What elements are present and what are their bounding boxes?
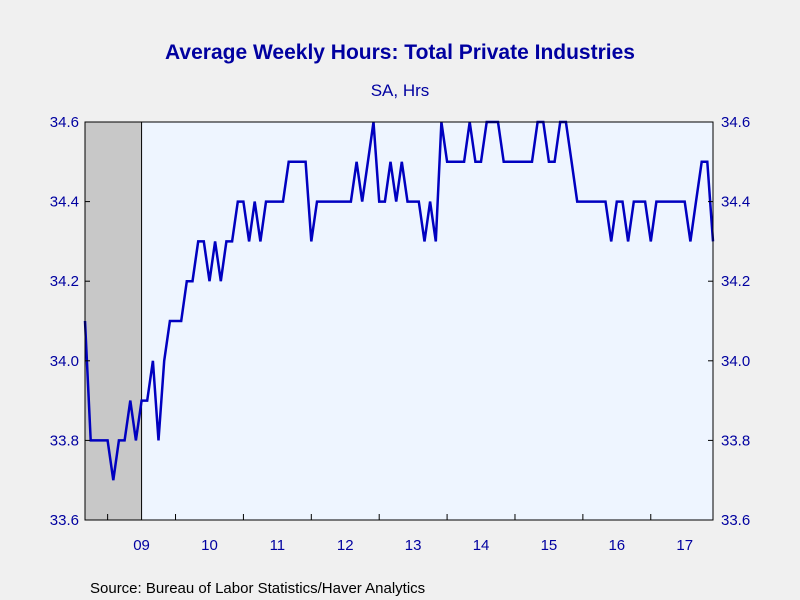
y-tick-label-right: 34.4 xyxy=(721,194,750,211)
y-tick-label-left: 33.6 xyxy=(50,512,79,529)
chart-title: Average Weekly Hours: Total Private Indu… xyxy=(165,41,635,64)
y-tick-label-right: 34.0 xyxy=(721,353,750,370)
series-layer xyxy=(83,120,715,481)
y-tick-label-left: 34.4 xyxy=(50,194,79,211)
recession-shading-layer xyxy=(85,122,143,520)
series-line-0 xyxy=(83,120,715,481)
x-tick-label: 11 xyxy=(270,537,286,554)
y-axis-right: 33.6 33.8 34.0 34.2 34.4 34.6 xyxy=(708,114,750,529)
x-tick-label: 15 xyxy=(541,537,558,554)
source-note: Source: Bureau of Labor Statistics/Haver… xyxy=(90,580,425,597)
x-tick-label: 09 xyxy=(133,537,150,554)
x-axis: 09 10 11 12 13 14 15 16 17 xyxy=(107,514,693,554)
plot-frame xyxy=(84,121,714,521)
x-tick-label: 17 xyxy=(676,537,693,554)
x-tick-label: 13 xyxy=(405,537,422,554)
y-tick-label-left: 34.6 xyxy=(50,114,79,131)
x-tick-label: 14 xyxy=(473,537,490,554)
y-tick-label-right: 34.6 xyxy=(721,114,750,131)
y-tick-label-left: 33.8 xyxy=(50,432,79,449)
x-tick-label: 10 xyxy=(201,537,218,554)
y-axis-left: 33.6 33.8 34.0 34.2 34.4 34.6 xyxy=(50,114,90,529)
y-tick-label-left: 34.0 xyxy=(50,353,79,370)
chart-subtitle: SA, Hrs xyxy=(371,81,430,100)
recession-band xyxy=(85,122,142,520)
y-tick-label-right: 33.6 xyxy=(721,512,750,529)
x-tick-label: 12 xyxy=(337,537,354,554)
y-tick-label-left: 34.2 xyxy=(50,273,79,290)
y-tick-label-right: 34.2 xyxy=(721,273,750,290)
x-tick-label: 16 xyxy=(608,537,625,554)
y-tick-label-right: 33.8 xyxy=(721,432,750,449)
